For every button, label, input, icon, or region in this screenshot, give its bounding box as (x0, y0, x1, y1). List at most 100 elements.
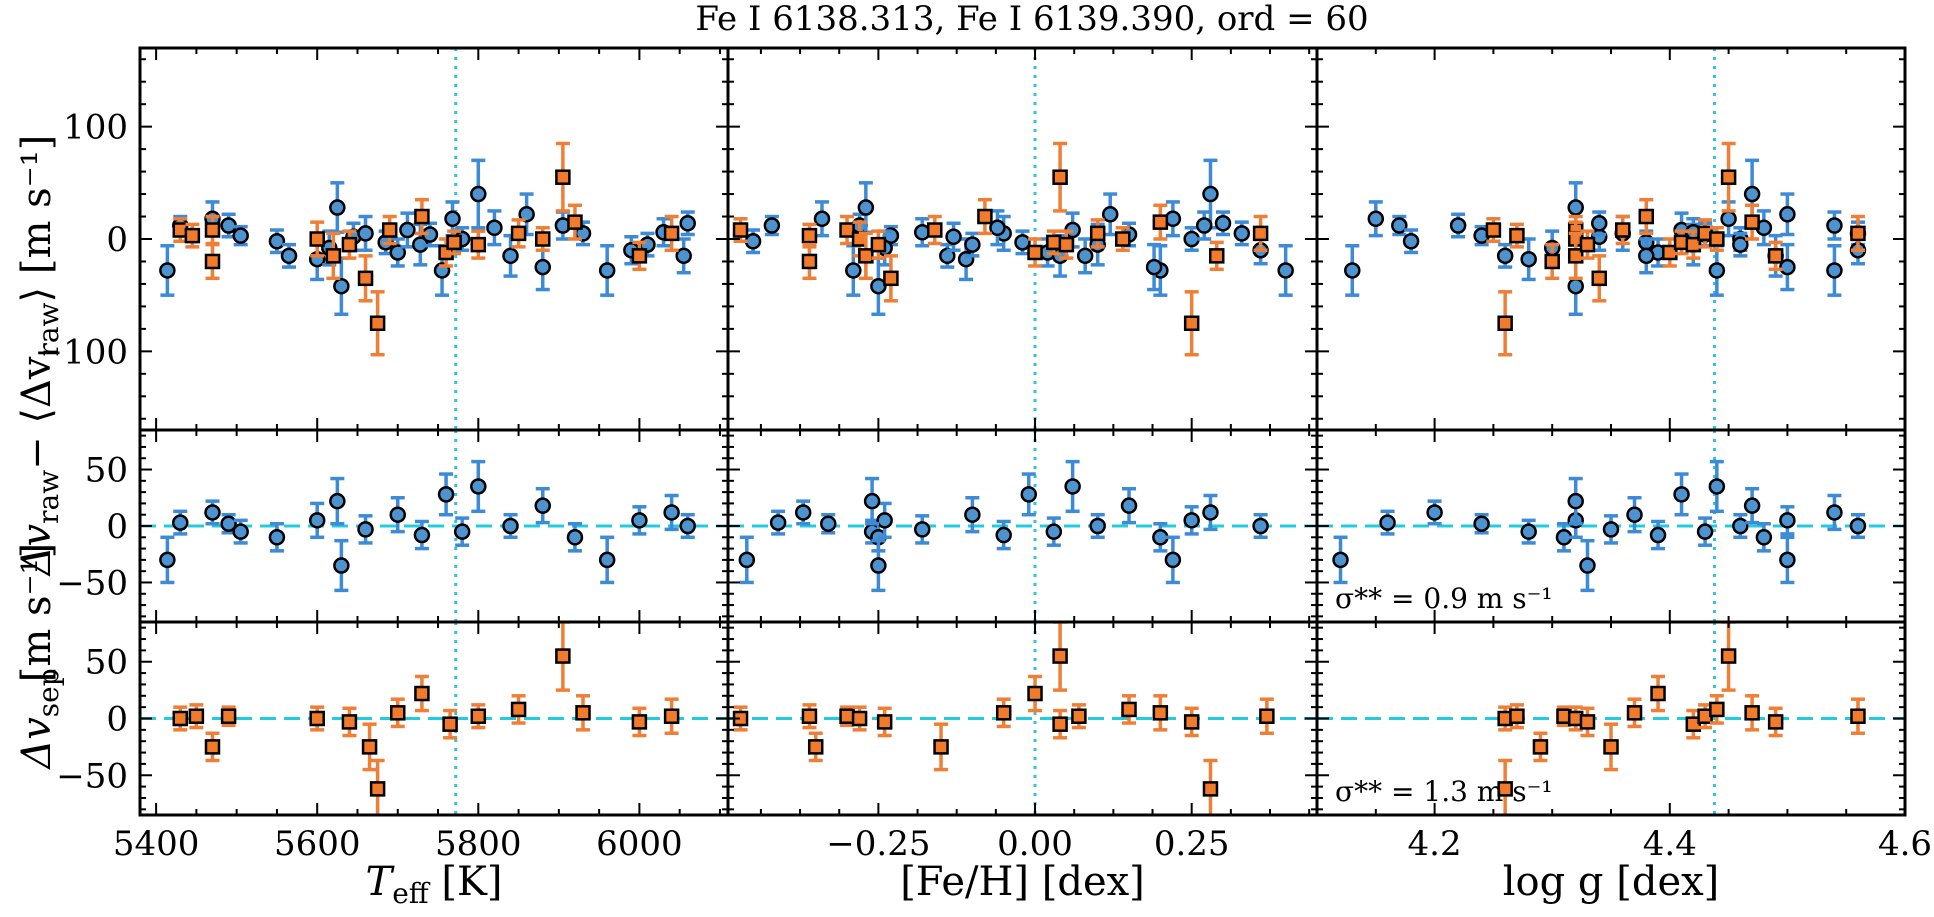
circle-marker (1732, 517, 1749, 535)
square-point (1650, 674, 1666, 713)
square-point (1567, 231, 1584, 281)
square-marker (663, 225, 680, 242)
square-marker (555, 169, 571, 185)
circle-marker (876, 512, 893, 529)
circle-point (357, 214, 374, 252)
circle-point (1708, 459, 1726, 514)
square-point (1497, 290, 1513, 357)
square-point (369, 758, 386, 815)
circle-point (159, 535, 176, 585)
square-marker (1615, 222, 1631, 238)
circle-point (1014, 229, 1031, 256)
circle-point (1120, 486, 1138, 525)
square-point (188, 703, 205, 730)
circle-marker (534, 497, 551, 514)
square-point (732, 705, 749, 732)
circle-marker (413, 526, 431, 544)
circle-point (413, 519, 431, 551)
panel-mid-teff: −50 0 50 (56, 428, 730, 624)
circle-marker (389, 244, 407, 261)
square-marker (414, 685, 430, 702)
circle-point (1379, 509, 1396, 536)
circle-marker (964, 236, 981, 253)
x-tick-label: −0.25 (826, 824, 930, 864)
square-point (575, 694, 591, 732)
square-marker (1252, 225, 1269, 242)
x-axis-label-logg: log g [dex] (1503, 859, 1720, 905)
square-marker (1183, 714, 1200, 730)
data-marks (738, 459, 1269, 593)
circle-point (738, 535, 756, 585)
circle-point (679, 512, 696, 540)
circle-marker (1473, 515, 1490, 532)
circle-marker (1164, 551, 1182, 569)
circle-point (1779, 535, 1796, 585)
circle-point (813, 200, 831, 238)
square-point (510, 218, 527, 249)
square-point (357, 254, 374, 303)
circle-marker (1391, 217, 1408, 234)
axis-labels: Teff [K] [Fe/H] [dex] log g [dex] Δvraw− ⟨Δ… (14, 135, 1719, 910)
circle-marker (1064, 478, 1081, 495)
square-point (1121, 694, 1137, 725)
circle-marker (1720, 210, 1737, 228)
circle-point (399, 211, 416, 249)
square-point (1183, 706, 1200, 738)
square-marker (369, 781, 386, 797)
circle-marker (268, 529, 286, 546)
circle-point (1755, 521, 1773, 553)
square-point (1152, 694, 1169, 732)
circle-marker (232, 227, 249, 244)
circle-marker (995, 526, 1012, 544)
square-marker (1603, 739, 1619, 755)
square-point (1252, 214, 1269, 252)
data-marks (732, 141, 1294, 357)
square-point (1579, 229, 1596, 260)
square-point (172, 705, 189, 732)
square-point (204, 214, 221, 246)
y-tick-label: −50 (56, 756, 128, 796)
circle-point (913, 217, 931, 248)
panel-mid-feh (726, 428, 1319, 624)
circle-marker (1743, 185, 1761, 203)
square-point (510, 694, 527, 725)
square-point (1152, 203, 1169, 241)
panel-top-teff: −100 0 100 (35, 46, 730, 432)
y-tick-label: 100 (63, 108, 128, 148)
square-marker (357, 270, 374, 287)
square-point (1208, 240, 1225, 272)
square-point (1027, 237, 1043, 268)
circle-point (1732, 512, 1749, 540)
circle-point (554, 210, 572, 241)
square-marker (1626, 705, 1643, 721)
circle-marker (989, 219, 1006, 237)
square-point (870, 229, 887, 260)
circle-marker (870, 277, 887, 295)
circle-point (1602, 514, 1620, 545)
circle-point (1045, 516, 1063, 547)
square-point (1183, 290, 1200, 357)
circle-marker (1014, 234, 1031, 251)
circle-point (1145, 242, 1163, 292)
panel-top-feh (726, 46, 1319, 432)
circle-point (1779, 192, 1796, 237)
square-point (361, 722, 378, 772)
square-marker (1567, 248, 1584, 264)
circle-point (280, 242, 298, 269)
square-point (1579, 706, 1596, 738)
circle-point (1252, 512, 1269, 540)
square-point (414, 197, 430, 236)
circle-point (763, 214, 781, 237)
circle-marker (870, 557, 887, 574)
circle-marker (794, 504, 812, 521)
square-marker (876, 714, 893, 730)
circle-marker (1826, 262, 1843, 279)
x-axis-label-feh: [Fe/H] [dex] (900, 859, 1145, 905)
circle-marker (566, 529, 584, 546)
circle-point (453, 516, 471, 547)
circle-point (1590, 210, 1608, 237)
square-marker (1058, 236, 1075, 253)
circle-marker (1202, 504, 1219, 521)
circle-point (329, 476, 346, 526)
square-point (1071, 703, 1087, 730)
